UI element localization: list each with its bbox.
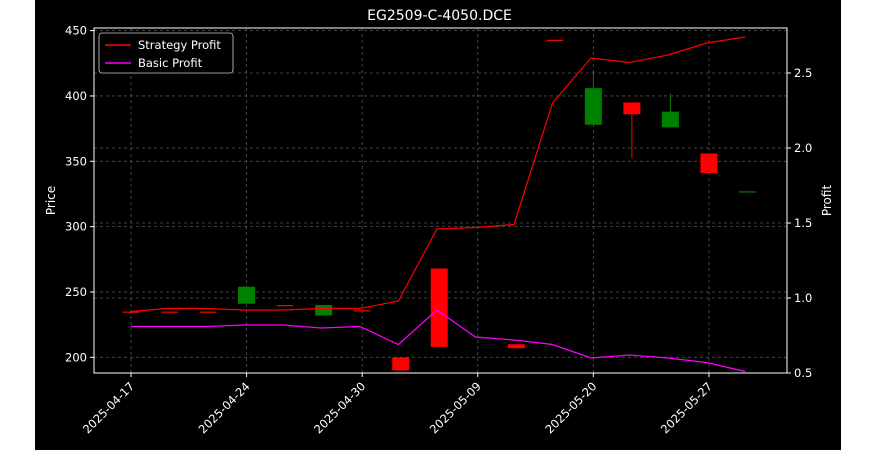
y-tick-label-left: 350 — [65, 154, 87, 168]
strategy-profit-line — [130, 36, 746, 313]
basic-profit-line — [131, 309, 746, 373]
y-tick-label-left: 250 — [65, 285, 87, 299]
candle-body — [661, 111, 679, 128]
y-tick-label-left: 450 — [65, 24, 87, 38]
y-tick-label-right: 0.5 — [794, 366, 812, 380]
candle-body — [315, 305, 333, 316]
y-tick-label-right: 2.5 — [794, 66, 812, 80]
y-tick-label-right: 1.0 — [794, 291, 812, 305]
x-tick-label: 2025-05-09 — [427, 379, 484, 436]
candle-body — [238, 286, 256, 304]
candle-body — [353, 310, 371, 312]
candle-body — [623, 102, 641, 115]
candle-body — [700, 153, 718, 174]
candle-body — [738, 191, 756, 193]
x-tick-label: 2025-05-27 — [658, 379, 715, 436]
candle-body — [584, 88, 602, 125]
y-axis-label-right: Profit — [820, 185, 834, 217]
legend: Strategy Profit Basic Profit — [98, 32, 234, 74]
candle-body — [199, 311, 217, 313]
y-tick-label-left: 300 — [65, 220, 87, 234]
y-tick-label-left: 400 — [65, 89, 87, 103]
chart-title: EG2509-C-4050.DCE — [367, 8, 512, 24]
candle-body — [430, 268, 448, 347]
x-tick-label: 2025-04-30 — [311, 379, 368, 436]
y-axis-label-left: Price — [44, 186, 58, 215]
chart-svg: EG2509-C-4050.DCE Price Profit 200 250 300… — [44, 8, 834, 437]
axes: 200 250 300 350 400 450 0.5 1.0 1.5 2.0 2.5 2025-04… — [65, 24, 812, 437]
y-tick-label-right: 1.5 — [794, 216, 812, 230]
legend-label: Strategy Profit — [138, 38, 221, 52]
legend-box — [98, 32, 234, 74]
candle-body — [392, 357, 410, 371]
candle-body — [122, 311, 140, 313]
legend-label: Basic Profit — [138, 56, 203, 70]
chart-figure: EG2509-C-4050.DCE Price Profit 200 250 300… — [35, 0, 841, 450]
x-tick-label: 2025-05-20 — [542, 379, 599, 436]
candle-body — [276, 305, 294, 307]
x-tick-label: 2025-04-17 — [80, 379, 137, 436]
candle-body — [507, 344, 525, 349]
candle-body — [161, 311, 179, 313]
y-tick-label-right: 2.0 — [794, 141, 812, 155]
candlesticks — [122, 39, 756, 371]
y-tick-label-left: 200 — [65, 350, 87, 364]
plot-area-frame — [93, 27, 788, 374]
profit-lines — [130, 36, 746, 373]
x-tick-label: 2025-04-24 — [196, 379, 253, 436]
candle-body — [546, 39, 564, 41]
